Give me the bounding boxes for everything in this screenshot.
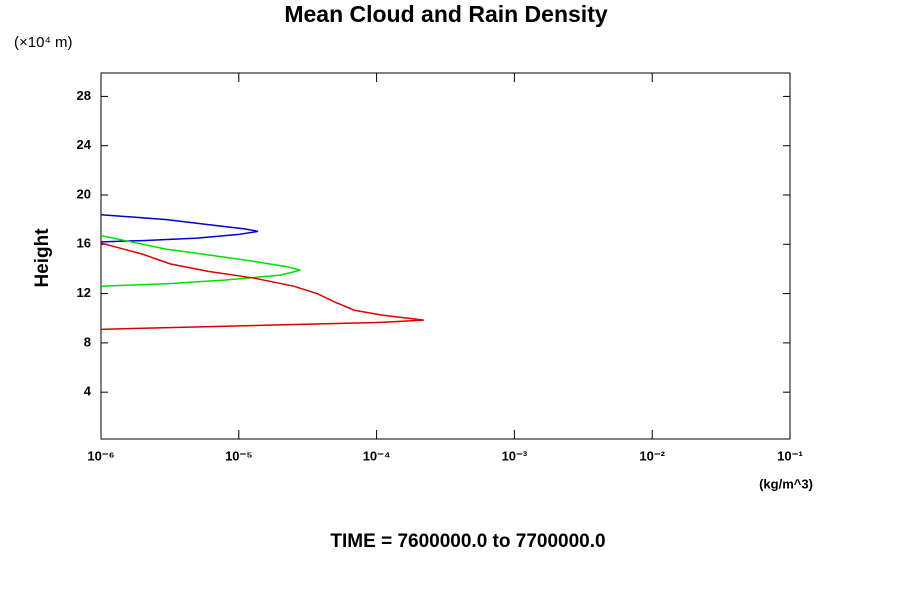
y-tick-label: 20 xyxy=(77,186,91,201)
x-tick-label: 10⁻¹ xyxy=(777,448,803,463)
footer: TIME = 7600000.0 to 7700000.0 xyxy=(330,531,605,552)
chart-title: Mean Cloud and Rain Density xyxy=(284,1,608,27)
x-tick-label: 10⁻³ xyxy=(502,448,528,463)
y-tick-label: 4 xyxy=(84,384,92,399)
y-axis-label: Height xyxy=(32,228,53,288)
y-tick-label: 8 xyxy=(84,334,91,349)
y-unit: (×10⁴ m) xyxy=(14,34,73,51)
x-tick-label: 10⁻² xyxy=(639,448,665,463)
plot-frame xyxy=(100,72,791,440)
x-tick-label: 10⁻⁶ xyxy=(87,448,114,463)
y-tick-label: 12 xyxy=(77,285,91,300)
series-line xyxy=(100,213,259,243)
series-line xyxy=(100,242,424,331)
x-tick-label: 10⁻⁵ xyxy=(225,448,252,463)
x-tick-label: 10⁻⁴ xyxy=(363,448,391,463)
x-unit: (kg/m^3) xyxy=(759,476,813,491)
y-tick-label: 28 xyxy=(77,88,91,103)
y-tick-label: 24 xyxy=(77,137,92,152)
y-tick-label: 16 xyxy=(77,236,91,251)
series-line xyxy=(100,234,301,287)
